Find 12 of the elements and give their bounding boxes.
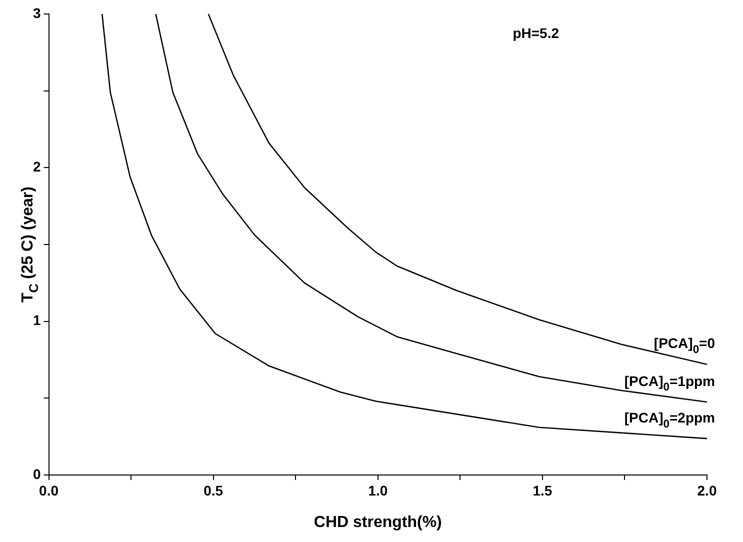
y-axis-title: TC (25 C) (year) [19, 186, 41, 302]
x-axis-title: CHD strength(%) [314, 514, 442, 531]
annotation: pH=5.2 [512, 24, 560, 41]
y-tick-label: 0 [32, 466, 41, 482]
y-tick-label: 1 [32, 312, 41, 328]
x-tick-label: 0.0 [39, 482, 59, 498]
x-tick-label: 2.0 [697, 482, 717, 498]
y-tick-label: 3 [32, 4, 41, 21]
x-tick-label: 1.5 [532, 482, 552, 498]
y-tick-label: 2 [32, 158, 41, 175]
x-tick-label: 0.5 [204, 482, 224, 498]
x-tick-label: 1.0 [368, 482, 388, 498]
